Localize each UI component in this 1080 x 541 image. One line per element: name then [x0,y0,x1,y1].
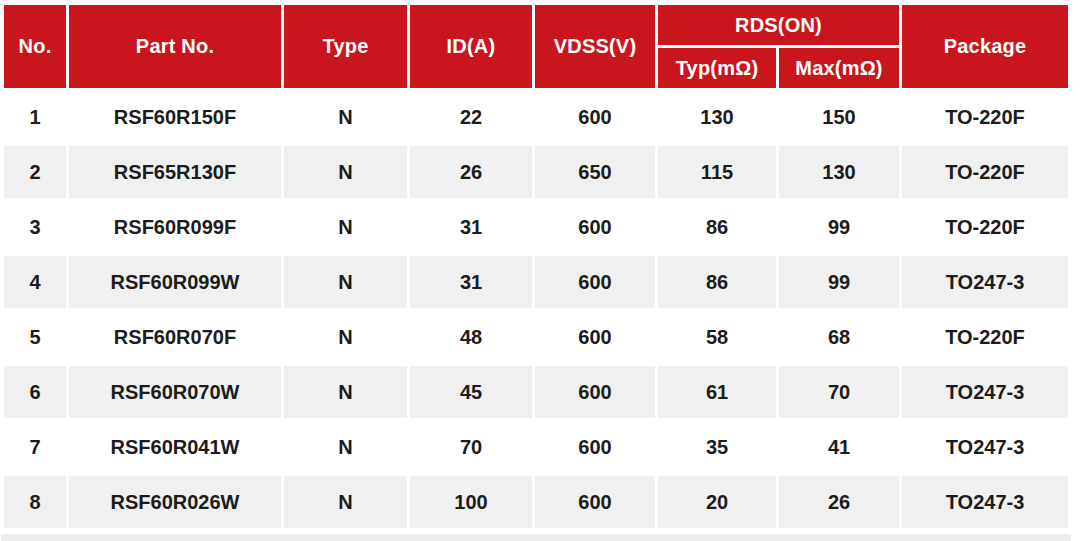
cell-vdss: 600 [535,366,655,418]
cell-rds-max: 68 [779,311,899,363]
cell-id: 100 [410,476,532,528]
col-header-no: No. [4,5,66,88]
cell-type: N [284,146,407,198]
table-row: 6 RSF60R070W N 45 600 61 70 TO247-3 [4,366,1068,418]
cell-id: 31 [410,201,532,253]
cell-rds-typ: 130 [658,91,776,143]
cell-rds-typ: 86 [658,201,776,253]
cell-part-no: RSF60R150F [69,91,281,143]
table-row: 5 RSF60R070F N 48 600 58 68 TO-220F [4,311,1068,363]
cell-id: 22 [410,91,532,143]
table-row: 3 RSF60R099F N 31 600 86 99 TO-220F [4,201,1068,253]
cell-package: TO247-3 [902,256,1068,308]
cell-no: 3 [4,201,66,253]
cell-rds-max: 26 [779,476,899,528]
cell-type: N [284,91,407,143]
cell-type: N [284,421,407,473]
cell-type: N [284,476,407,528]
cell-type: N [284,311,407,363]
cell-vdss: 600 [535,311,655,363]
cell-part-no: RSF60R026W [69,476,281,528]
cell-rds-max: 41 [779,421,899,473]
cell-no: 8 [4,476,66,528]
table-row: 8 RSF60R026W N 100 600 20 26 TO247-3 [4,476,1068,528]
cell-rds-max: 130 [779,146,899,198]
col-header-package: Package [902,5,1068,88]
cell-package: TO247-3 [902,366,1068,418]
cell-no: 6 [4,366,66,418]
cell-rds-max: 99 [779,201,899,253]
col-header-rds-max: Max(mΩ) [779,48,899,88]
cell-rds-max: 150 [779,91,899,143]
cell-rds-max: 70 [779,366,899,418]
cell-rds-max: 99 [779,256,899,308]
cell-id: 31 [410,256,532,308]
cell-no: 7 [4,421,66,473]
cell-no: 2 [4,146,66,198]
col-header-vdss: VDSS(V) [535,5,655,88]
cell-vdss: 600 [535,421,655,473]
cell-part-no: RSF60R099F [69,201,281,253]
cell-type: N [284,366,407,418]
cell-no: 4 [4,256,66,308]
table-row: 2 RSF65R130F N 26 650 115 130 TO-220F [4,146,1068,198]
cell-package: TO-220F [902,311,1068,363]
cell-rds-typ: 86 [658,256,776,308]
cell-package: TO-220F [902,146,1068,198]
cell-package: TO247-3 [902,421,1068,473]
table-header: No. Part No. Type ID(A) VDSS(V) RDS(ON) … [4,5,1068,88]
cell-vdss: 600 [535,201,655,253]
cell-part-no: RSF60R070F [69,311,281,363]
cell-rds-typ: 35 [658,421,776,473]
cell-package: TO247-3 [902,476,1068,528]
table-body: 1 RSF60R150F N 22 600 130 150 TO-220F 2 … [4,91,1068,528]
cell-package: TO-220F [902,201,1068,253]
col-header-type: Type [284,5,407,88]
cell-no: 5 [4,311,66,363]
cell-rds-typ: 20 [658,476,776,528]
cell-rds-typ: 58 [658,311,776,363]
table-row: 1 RSF60R150F N 22 600 130 150 TO-220F [4,91,1068,143]
table-row: 7 RSF60R041W N 70 600 35 41 TO247-3 [4,421,1068,473]
cell-part-no: RSF60R041W [69,421,281,473]
cell-part-no: RSF60R099W [69,256,281,308]
cell-vdss: 600 [535,476,655,528]
cell-rds-typ: 61 [658,366,776,418]
cell-no: 1 [4,91,66,143]
cell-part-no: RSF60R070W [69,366,281,418]
cell-type: N [284,201,407,253]
header-row-top: No. Part No. Type ID(A) VDSS(V) RDS(ON) … [4,5,1068,45]
col-header-rds-typ: Typ(mΩ) [658,48,776,88]
col-header-part-no: Part No. [69,5,281,88]
cell-package: TO-220F [902,91,1068,143]
cell-vdss: 600 [535,256,655,308]
page: No. Part No. Type ID(A) VDSS(V) RDS(ON) … [0,0,1080,541]
mosfet-parts-table: No. Part No. Type ID(A) VDSS(V) RDS(ON) … [1,2,1071,531]
cell-id: 45 [410,366,532,418]
cell-part-no: RSF65R130F [69,146,281,198]
col-header-id: ID(A) [410,5,532,88]
bottom-strip [1,534,1071,541]
table-row: 4 RSF60R099W N 31 600 86 99 TO247-3 [4,256,1068,308]
cell-id: 48 [410,311,532,363]
cell-id: 70 [410,421,532,473]
cell-type: N [284,256,407,308]
cell-vdss: 600 [535,91,655,143]
cell-rds-typ: 115 [658,146,776,198]
cell-id: 26 [410,146,532,198]
col-header-rds-on: RDS(ON) [658,5,899,45]
cell-vdss: 650 [535,146,655,198]
